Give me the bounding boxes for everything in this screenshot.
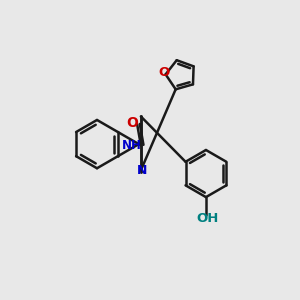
Text: OH: OH	[196, 212, 219, 225]
Text: N: N	[137, 164, 148, 177]
Text: NH: NH	[122, 139, 142, 152]
Text: O: O	[158, 66, 170, 80]
Text: O: O	[126, 116, 138, 130]
